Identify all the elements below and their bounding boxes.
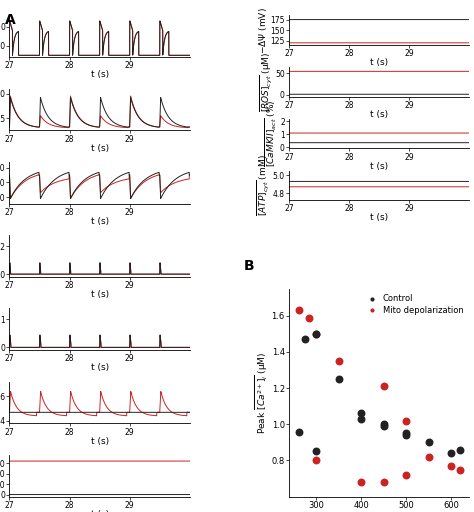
X-axis label: PCL (ms): PCL (ms) (357, 511, 401, 512)
Point (357, 410, 365, 418)
Point (402, 429, 410, 437)
Point (402, 417, 410, 425)
Point (447, 449, 455, 457)
Point (357, 415, 365, 423)
X-axis label: t (s): t (s) (91, 217, 109, 226)
Point (312, 456, 320, 464)
Legend: Control, Mito depolarization: Control, Mito depolarization (362, 293, 465, 316)
Point (425, 438, 432, 446)
Point (402, 471, 410, 479)
Point (425, 453, 432, 461)
Point (357, 478, 365, 486)
Point (301, 335, 309, 344)
Point (456, 445, 464, 454)
Point (380, 382, 387, 391)
X-axis label: t (s): t (s) (370, 58, 388, 67)
Point (447, 462, 455, 470)
Point (402, 431, 410, 439)
X-axis label: t (s): t (s) (91, 364, 109, 372)
X-axis label: t (s): t (s) (91, 70, 109, 79)
X-axis label: t (s): t (s) (91, 437, 109, 445)
Y-axis label: $\overline{[ROS]_{cyt}}$ (μM): $\overline{[ROS]_{cyt}}$ (μM) (258, 52, 273, 112)
Y-axis label: $-\Delta\Psi$ (mV): $-\Delta\Psi$ (mV) (257, 7, 269, 54)
Point (456, 465, 464, 474)
Point (312, 447, 320, 456)
Point (380, 420, 387, 429)
Point (380, 422, 387, 430)
Y-axis label: $\overline{[CaMKII]_{act}}$ (%): $\overline{[CaMKII]_{act}}$ (%) (263, 100, 279, 167)
Point (305, 313, 313, 322)
X-axis label: t (s): t (s) (370, 162, 388, 170)
Point (312, 330, 320, 338)
X-axis label: t (s): t (s) (370, 214, 388, 222)
Point (312, 330, 320, 338)
Point (335, 357, 342, 365)
Point (295, 306, 303, 314)
Y-axis label: Peak $\overline{[Ca^{2+}]_i}$ (μM): Peak $\overline{[Ca^{2+}]_i}$ (μM) (254, 351, 270, 434)
Point (335, 375, 342, 383)
X-axis label: t (s): t (s) (91, 290, 109, 299)
Text: A: A (5, 13, 16, 27)
Point (295, 428, 303, 436)
X-axis label: t (s): t (s) (91, 143, 109, 153)
X-axis label: t (s): t (s) (91, 510, 109, 512)
Y-axis label: $\overline{[ATP]_{cyt}}$ (mM): $\overline{[ATP]_{cyt}}$ (mM) (255, 155, 271, 217)
Point (380, 478, 387, 486)
X-axis label: t (s): t (s) (370, 110, 388, 119)
Text: B: B (244, 259, 255, 272)
